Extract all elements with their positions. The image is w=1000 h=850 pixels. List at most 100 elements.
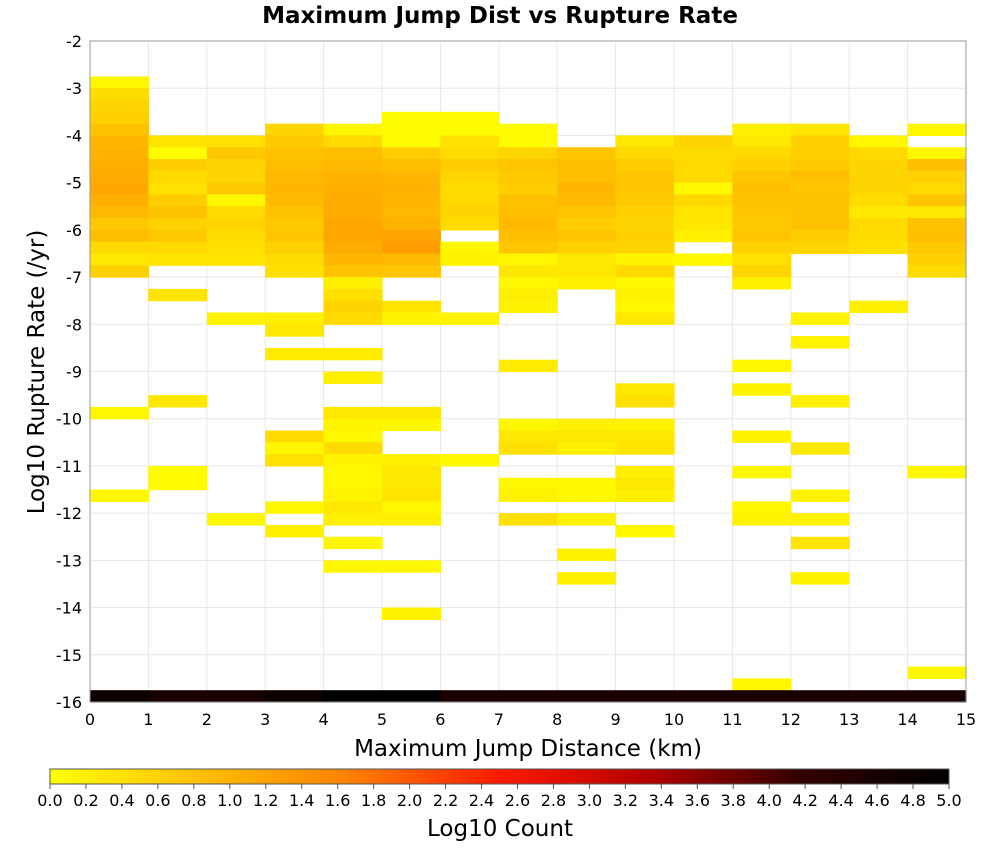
heatmap-cell <box>732 182 792 196</box>
heatmap-cell <box>148 465 208 479</box>
heatmap-cell <box>907 241 967 255</box>
heatmap-cell <box>557 182 617 196</box>
x-tick-label: 6 <box>435 710 445 729</box>
heatmap-cell <box>440 206 500 219</box>
plot-frame <box>89 40 967 703</box>
heatmap-cell <box>148 135 208 148</box>
heatmap-cell <box>265 123 325 137</box>
heatmap-cell <box>498 229 558 243</box>
heatmap-cell <box>323 218 383 231</box>
heatmap-cell <box>907 206 967 219</box>
x-tick-label: 15 <box>956 710 976 729</box>
heatmap-cell <box>148 194 208 207</box>
heatmap-cell <box>557 159 617 172</box>
y-tick-label: -13 <box>56 551 82 570</box>
heatmap-cell <box>382 454 441 467</box>
heatmap-cell <box>557 147 617 160</box>
heatmap-cell <box>382 159 441 172</box>
heatmap-cell <box>206 253 266 266</box>
heatmap-cell <box>323 560 383 573</box>
heatmap-cell <box>615 288 675 302</box>
heatmap-cell <box>732 359 792 373</box>
heatmap-cell <box>323 159 383 172</box>
heatmap-cell <box>907 253 967 266</box>
heatmap-cell <box>557 418 617 432</box>
heatmap-cell <box>907 218 967 231</box>
heatmap-cell <box>557 265 617 278</box>
heatmap-cell <box>615 524 675 538</box>
heatmap-cell <box>615 265 675 278</box>
heatmap-cell <box>557 194 617 207</box>
heatmap-cell <box>323 265 383 278</box>
colorbar-tick-label: 5.0 <box>936 791 961 810</box>
heatmap-cell <box>206 147 266 160</box>
heatmap-cell <box>615 465 675 479</box>
heatmap-cell <box>265 442 325 455</box>
colorbar-tick-label: 4.8 <box>900 791 925 810</box>
y-tick-label: -5 <box>66 174 82 193</box>
heatmap-cell <box>732 690 792 703</box>
heatmap-cell <box>382 135 441 148</box>
colorbar-tick-label: 1.6 <box>325 791 350 810</box>
heatmap-cell <box>148 288 208 302</box>
heatmap-cell <box>382 123 441 137</box>
heatmap-cell <box>790 206 850 219</box>
heatmap-cell <box>265 690 325 703</box>
heatmap-cell <box>557 548 617 561</box>
heatmap-cell <box>382 607 441 620</box>
y-axis-label: Log10 Rupture Rate (/yr) <box>24 230 50 515</box>
heatmap-cell <box>849 182 909 196</box>
heatmap-cell <box>498 277 558 290</box>
heatmap-cell <box>674 159 733 172</box>
heatmap-cell <box>790 572 850 585</box>
colorbar-tick-label: 2.8 <box>541 791 566 810</box>
heatmap-cell <box>732 265 792 278</box>
heatmap-cell <box>615 300 675 314</box>
heatmap-cell <box>849 690 909 703</box>
y-tick-label: -6 <box>66 221 82 240</box>
x-tick-label: 3 <box>260 710 270 729</box>
heatmap-cell <box>440 454 500 467</box>
heatmap-cell <box>849 159 909 172</box>
heatmap-cell <box>615 206 675 219</box>
heatmap-cell <box>557 218 617 231</box>
heatmap-cell <box>498 123 558 137</box>
heatmap-cell <box>265 324 325 337</box>
x-tick-label: 14 <box>897 710 917 729</box>
colorbar-tick-label: 2.6 <box>505 791 530 810</box>
heatmap-cell <box>732 206 792 219</box>
heatmap-cell <box>440 159 500 172</box>
x-tick-label: 11 <box>722 710 742 729</box>
heatmap-cells <box>90 76 967 703</box>
heatmap-cell <box>907 170 967 184</box>
colorbar-tick-label: 1.0 <box>217 791 242 810</box>
heatmap-cell <box>323 347 383 361</box>
colorbar-tick-label: 2.0 <box>397 791 422 810</box>
heatmap-cell <box>90 265 149 278</box>
heatmap-cell <box>498 288 558 302</box>
heatmap-cell <box>323 182 383 196</box>
heatmap-cell <box>90 218 149 231</box>
heatmap-cell <box>90 489 149 502</box>
colorbar-tick-label: 1.2 <box>253 791 278 810</box>
heatmap-cell <box>790 489 850 502</box>
colorbar-tick-label: 0.4 <box>109 791 134 810</box>
colorbar-ticks: 0.0 0.2 0.4 0.6 0.8 1.0 1.2 1.4 1.6 1.8 2.0 2.2 2.4 2… <box>37 784 962 810</box>
heatmap-cell <box>206 135 266 148</box>
heatmap-cell <box>907 182 967 196</box>
heatmap-cell <box>90 253 149 266</box>
heatmap-cell <box>265 159 325 172</box>
heatmap-cell <box>732 277 792 290</box>
y-tick-label: -10 <box>56 410 82 429</box>
heatmap-cell <box>323 489 383 502</box>
heatmap-cell <box>849 229 909 243</box>
heatmap-cell <box>849 170 909 184</box>
colorbar-tick-label: 3.8 <box>721 791 746 810</box>
heatmap-cell <box>732 147 792 160</box>
heatmap-cell <box>382 501 441 514</box>
heatmap-cell <box>498 135 558 148</box>
heatmap-cell <box>498 218 558 231</box>
heatmap-cell <box>732 241 792 255</box>
heatmap-cell <box>790 218 850 231</box>
